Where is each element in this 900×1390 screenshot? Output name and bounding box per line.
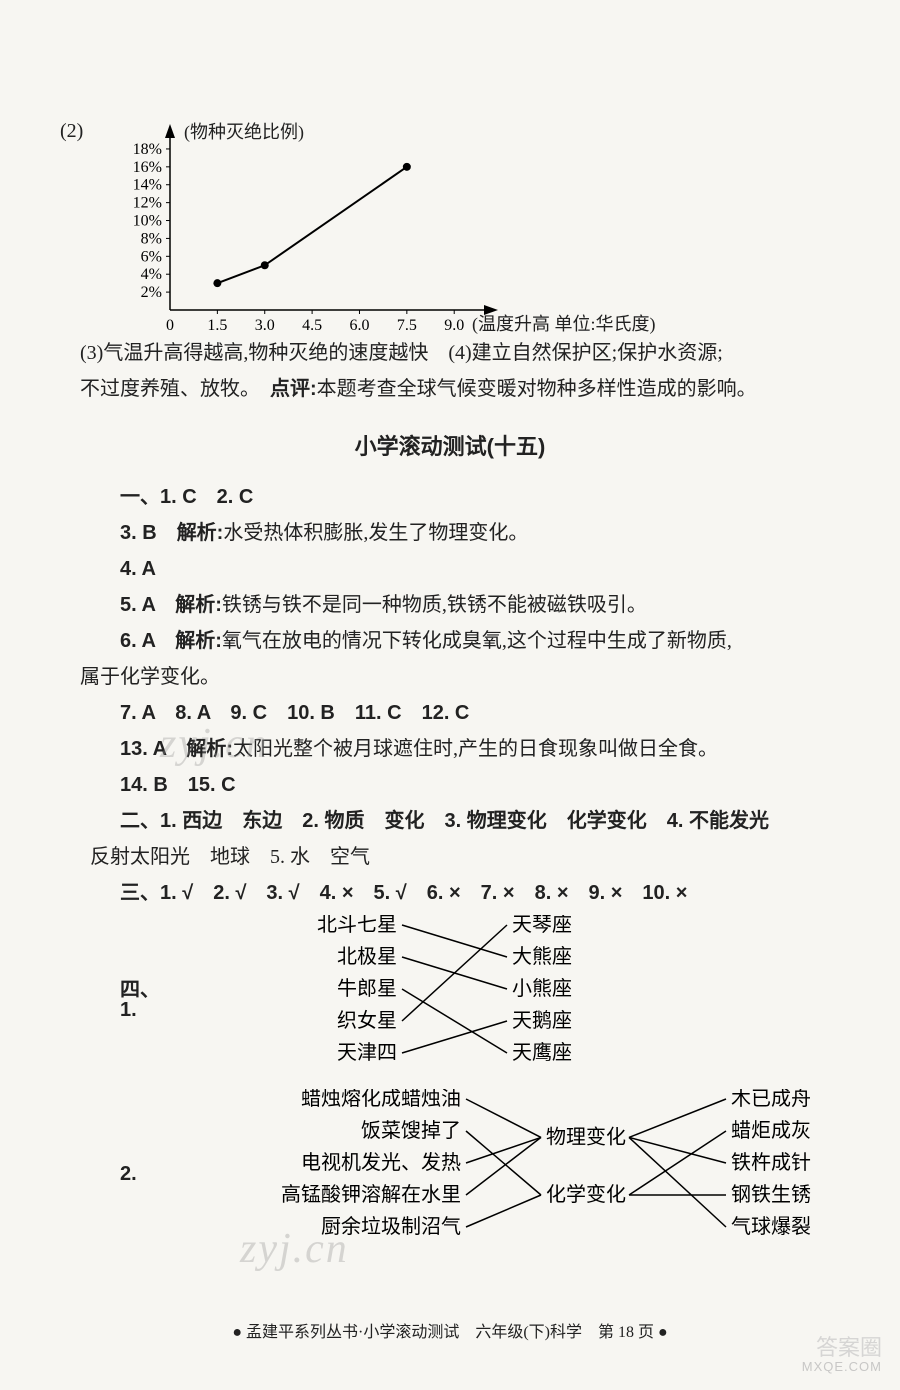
svg-text:4%: 4%: [141, 266, 162, 283]
s1-l3: 4. A: [80, 551, 820, 587]
svg-text:6%: 6%: [141, 248, 162, 265]
svg-text:高锰酸钾溶解在水里: 高锰酸钾溶解在水里: [281, 1183, 461, 1206]
svg-text:北斗七星: 北斗七星: [317, 915, 397, 936]
page-footer: ● 孟建平系列丛书·小学滚动测试 六年级(下)科学 第 18 页 ●: [0, 1318, 900, 1342]
svg-text:天津四: 天津四: [337, 1041, 397, 1064]
svg-text:2%: 2%: [141, 284, 162, 301]
svg-text:6.0: 6.0: [349, 317, 369, 334]
q2-label: (2): [60, 120, 83, 143]
y-axis-title: (物种灭绝比例): [184, 118, 304, 144]
test15-title: 小学滚动测试(十五): [80, 429, 820, 461]
svg-text:16%: 16%: [133, 159, 162, 176]
svg-text:蜡烛熔化成蜡烛油: 蜡烛熔化成蜡烛油: [301, 1089, 461, 1110]
s1-l8: 14. B 15. C: [80, 767, 820, 803]
s1-l6: 7. A 8. A 9. C 10. B 11. C 12. C: [80, 695, 820, 731]
s2-l1: 二、1. 西边 东边 2. 物质 变化 3. 物理变化 化学变化 4. 不能发光: [80, 803, 820, 839]
x-axis-title: (温度升高 单位:华氏度): [472, 310, 656, 336]
svg-text:12%: 12%: [133, 195, 162, 212]
svg-text:牛郎星: 牛郎星: [337, 977, 397, 1000]
section-4-1: 四、1. 北斗七星北极星牛郎星织女星天津四 天琴座大熊座小熊座天鹅座天鹰座: [80, 915, 820, 1085]
svg-text:化学变化: 化学变化: [546, 1183, 626, 1206]
s1-l2: 3. B 解析:水受热体积膨胀,发生了物理变化。: [80, 515, 820, 551]
svg-text:蜡炬成灰: 蜡炬成灰: [731, 1119, 811, 1142]
chart-svg: 2%4%6%8%10%12%14%16%18% 0 1.5 3.0 4.5 6.0 7.5 9…: [110, 120, 670, 335]
section-3: 三、1. √ 2. √ 3. √ 4. × 5. √ 6. × 7. × 8. …: [80, 875, 820, 911]
svg-text:北极星: 北极星: [337, 945, 397, 968]
match1-diagram: 北斗七星北极星牛郎星织女星天津四 天琴座大熊座小熊座天鹅座天鹰座: [172, 915, 732, 1085]
svg-text:1.5: 1.5: [207, 317, 227, 334]
s1-l5b: 属于化学变化。: [80, 659, 820, 695]
s4-2-label: 2.: [80, 1164, 171, 1184]
svg-text:0: 0: [166, 317, 174, 334]
s1-l5a: 6. A 解析:氧气在放电的情况下转化成臭氧,这个过程中生成了新物质,: [80, 623, 820, 659]
svg-text:4.5: 4.5: [302, 317, 322, 334]
svg-text:14%: 14%: [133, 177, 162, 194]
svg-text:织女星: 织女星: [337, 1009, 397, 1032]
svg-text:钢铁生锈: 钢铁生锈: [731, 1183, 811, 1206]
svg-text:厨余垃圾制沼气: 厨余垃圾制沼气: [321, 1215, 461, 1238]
s4-1-label: 四、1.: [80, 980, 172, 1020]
svg-text:18%: 18%: [133, 141, 162, 158]
footer-text: ● 孟建平系列丛书·小学滚动测试 六年级(下)科学 第 18 页 ●: [232, 1324, 667, 1341]
s1-l7: 13. A 解析:太阳光整个被月球遮住时,产生的日食现象叫做日全食。: [80, 731, 820, 767]
svg-text:8%: 8%: [141, 230, 162, 247]
s3-l1: 三、1. √ 2. √ 3. √ 4. × 5. √ 6. × 7. × 8. …: [80, 875, 820, 911]
svg-text:铁杵成针: 铁杵成针: [731, 1151, 811, 1174]
svg-text:小熊座: 小熊座: [512, 977, 572, 1000]
svg-text:木已成舟: 木已成舟: [731, 1089, 811, 1110]
svg-text:9.0: 9.0: [444, 317, 464, 334]
svg-text:物理变化: 物理变化: [546, 1125, 626, 1148]
chart-explanation: (3)气温升高得越高,物种灭绝的速度越快 (4)建立自然保护区;保护水资源; 不…: [80, 335, 820, 407]
section-4-2: 2. 蜡烛熔化成蜡烛油饭菜馊掉了电视机发光、发热高锰酸钾溶解在水里厨余垃圾制沼气…: [80, 1089, 820, 1259]
para-line2: 不过度养殖、放牧。 点评:本题考查全球气候变暖对物种多样性造成的影响。: [80, 371, 820, 407]
para-line1: (3)气温升高得越高,物种灭绝的速度越快 (4)建立自然保护区;保护水资源;: [80, 335, 820, 371]
svg-text:天琴座: 天琴座: [512, 915, 572, 936]
svg-text:饭菜馊掉了: 饭菜馊掉了: [361, 1119, 461, 1142]
svg-text:电视机发光、发热: 电视机发光、发热: [301, 1151, 461, 1174]
section-1: 一、1. C 2. C 3. B 解析:水受热体积膨胀,发生了物理变化。 4. …: [80, 479, 820, 803]
svg-text:天鹰座: 天鹰座: [512, 1041, 572, 1064]
s2-l2: 反射太阳光 地球 5. 水 空气: [80, 839, 820, 875]
s1-l1: 一、1. C 2. C: [80, 479, 820, 515]
svg-text:7.5: 7.5: [397, 317, 417, 334]
s1-l4: 5. A 解析:铁锈与铁不是同一种物质,铁锈不能被磁铁吸引。: [80, 587, 820, 623]
page-root: (2) (物种灭绝比例) 2%4%6%8%10%12%14%16%18% 0 1.5…: [0, 0, 900, 1390]
svg-text:10%: 10%: [133, 213, 162, 230]
svg-text:大熊座: 大熊座: [512, 945, 572, 968]
svg-text:天鹅座: 天鹅座: [512, 1009, 572, 1032]
extinction-chart: (2) (物种灭绝比例) 2%4%6%8%10%12%14%16%18%01.5…: [110, 120, 670, 335]
section-2: 二、1. 西边 东边 2. 物质 变化 3. 物理变化 化学变化 4. 不能发光…: [80, 803, 820, 875]
svg-text:气球爆裂: 气球爆裂: [731, 1215, 811, 1238]
svg-text:3.0: 3.0: [255, 317, 275, 334]
match2-diagram: 蜡烛熔化成蜡烛油饭菜馊掉了电视机发光、发热高锰酸钾溶解在水里厨余垃圾制沼气 物理变…: [171, 1089, 820, 1259]
